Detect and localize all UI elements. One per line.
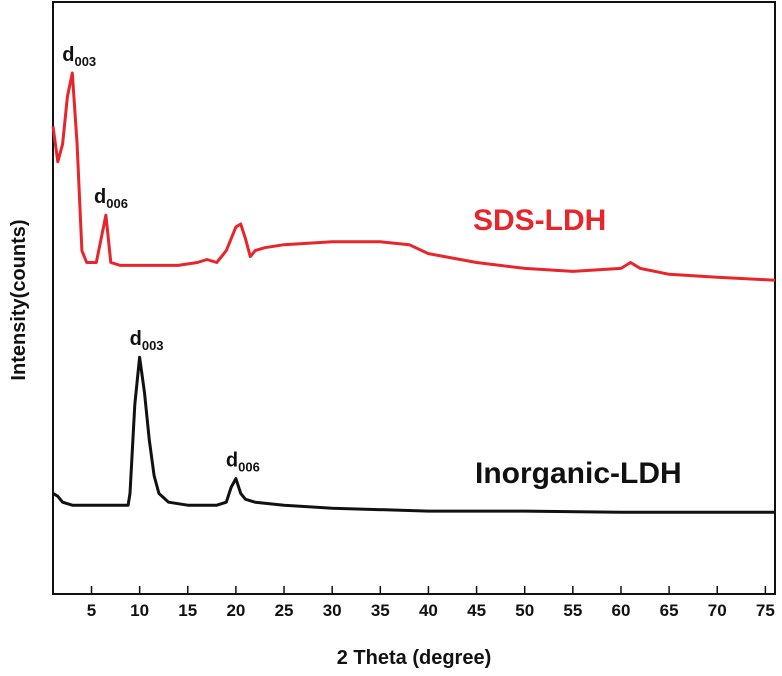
x-axis-ticks: 5 10 15 20 25 30 35 40 45 50 55 60 65 70 75: [87, 586, 775, 620]
x-tick-label: 35: [371, 601, 390, 620]
x-tick-label: 25: [275, 601, 294, 620]
peak-annotations: d003 d006 d003 d006: [62, 44, 260, 475]
series-group: [51, 71, 776, 514]
x-tick-label: 15: [178, 601, 197, 620]
x-tick-label: 55: [563, 601, 582, 620]
x-tick-label: 70: [708, 601, 727, 620]
x-tick-label: 65: [660, 601, 679, 620]
series-label-inorganic-ldh: Inorganic-LDH: [475, 457, 682, 490]
x-tick-label: 75: [756, 601, 775, 620]
x-tick-label: 30: [323, 601, 342, 620]
series-line-inorganic-ldh: [52, 355, 775, 514]
x-axis-title: 2 Theta (degree): [337, 647, 491, 669]
peak-label-006: d006: [226, 450, 260, 475]
x-tick-label: 50: [515, 601, 534, 620]
peak-label-003: d003: [62, 44, 96, 69]
x-tick-label: 45: [467, 601, 486, 620]
peak-label-003: d003: [130, 328, 164, 353]
peak-label-006: d006: [94, 186, 128, 211]
x-tick-label: 20: [226, 601, 245, 620]
x-tick-label: 60: [612, 601, 631, 620]
x-tick-label: 10: [130, 601, 149, 620]
series-line-sds-ldh: [51, 71, 776, 282]
series-label-sds-ldh: SDS-LDH: [473, 204, 606, 237]
x-tick-label: 40: [419, 601, 438, 620]
y-axis-title: Intensity(counts): [8, 219, 30, 380]
x-tick-label: 5: [87, 601, 96, 620]
plot-frame: [52, 1, 776, 595]
